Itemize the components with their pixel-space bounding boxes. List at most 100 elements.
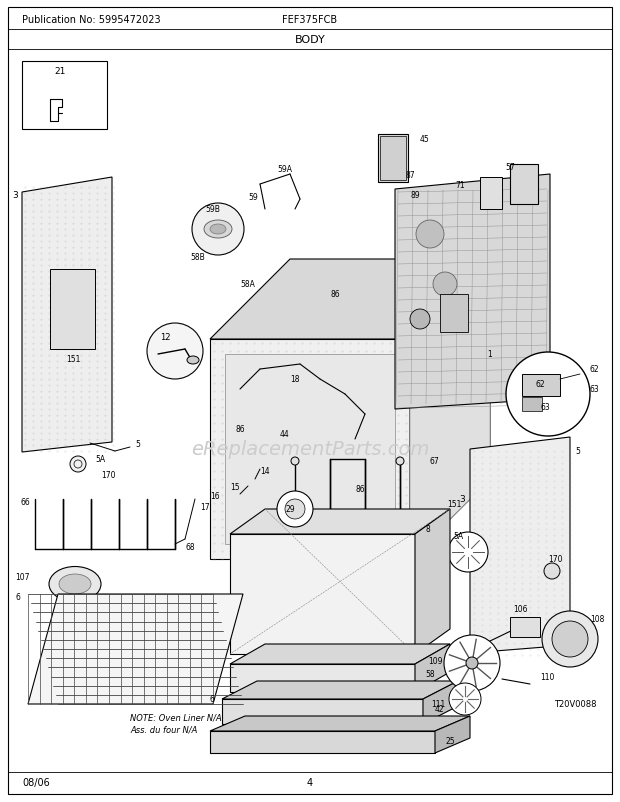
Circle shape	[277, 492, 313, 528]
Circle shape	[291, 457, 299, 465]
Text: 66: 66	[20, 498, 30, 507]
Text: eReplacementParts.com: eReplacementParts.com	[191, 440, 429, 459]
Text: 107: 107	[16, 573, 30, 581]
Text: 44: 44	[280, 430, 290, 439]
Polygon shape	[230, 534, 415, 654]
Circle shape	[552, 622, 588, 657]
Text: 108: 108	[590, 615, 604, 624]
Text: 59: 59	[248, 192, 258, 201]
Text: 71: 71	[455, 180, 465, 189]
Polygon shape	[435, 716, 470, 753]
Text: BODY: BODY	[294, 35, 326, 45]
Bar	[50, 269, 95, 350]
Circle shape	[448, 533, 488, 573]
Text: 110: 110	[540, 673, 554, 682]
Polygon shape	[210, 716, 470, 731]
Text: 3: 3	[12, 190, 18, 199]
Text: 170: 170	[100, 471, 115, 480]
Ellipse shape	[49, 567, 101, 602]
Text: 89: 89	[410, 190, 420, 199]
Text: 86: 86	[355, 485, 365, 494]
Text: 151: 151	[66, 355, 80, 364]
Text: 5: 5	[575, 447, 580, 456]
Text: 59A: 59A	[278, 165, 293, 174]
Text: Publication No: 5995472023: Publication No: 5995472023	[22, 15, 161, 25]
Text: 86: 86	[330, 290, 340, 299]
Polygon shape	[210, 260, 490, 339]
Text: 58: 58	[425, 670, 435, 678]
Circle shape	[396, 457, 404, 465]
Text: 62: 62	[590, 365, 600, 374]
Text: 14: 14	[260, 467, 270, 476]
Circle shape	[544, 563, 560, 579]
Circle shape	[285, 500, 305, 520]
Text: 58B: 58B	[190, 253, 205, 262]
Polygon shape	[210, 339, 410, 559]
Text: 57: 57	[505, 164, 515, 172]
Text: 08/06: 08/06	[22, 777, 50, 787]
Text: 15: 15	[230, 483, 240, 492]
Polygon shape	[210, 731, 435, 753]
Text: 8: 8	[425, 525, 430, 534]
Circle shape	[444, 635, 500, 691]
Polygon shape	[230, 664, 415, 692]
Text: 5A: 5A	[453, 532, 463, 541]
Bar	[380, 137, 406, 180]
Polygon shape	[423, 681, 458, 724]
Text: NOTE: Oven Liner N/A: NOTE: Oven Liner N/A	[130, 713, 222, 722]
Bar	[522, 398, 542, 411]
Text: 63: 63	[540, 403, 550, 412]
Polygon shape	[222, 681, 458, 699]
Polygon shape	[22, 178, 112, 452]
Text: 45: 45	[420, 136, 430, 144]
Text: 16: 16	[210, 492, 220, 501]
Bar	[22, 62, 107, 130]
Text: 62: 62	[535, 380, 545, 389]
Ellipse shape	[210, 225, 226, 235]
Polygon shape	[230, 644, 450, 664]
Circle shape	[192, 204, 244, 256]
Text: FEF375FCB: FEF375FCB	[283, 15, 337, 25]
Polygon shape	[415, 509, 450, 654]
Ellipse shape	[187, 357, 199, 365]
Polygon shape	[222, 699, 423, 724]
Circle shape	[449, 683, 481, 715]
Text: 106: 106	[513, 605, 527, 614]
Text: 29: 29	[285, 505, 295, 514]
Text: 170: 170	[547, 555, 562, 564]
Text: 63: 63	[590, 385, 600, 394]
Text: 12: 12	[160, 333, 171, 342]
Text: 5A: 5A	[95, 455, 105, 464]
Text: T20V0088: T20V0088	[554, 699, 596, 709]
Polygon shape	[410, 260, 490, 559]
Polygon shape	[230, 509, 450, 534]
Text: 6: 6	[15, 593, 20, 602]
Text: 87: 87	[405, 170, 415, 180]
Ellipse shape	[59, 574, 91, 594]
Bar	[225, 354, 395, 545]
Polygon shape	[470, 437, 570, 653]
Text: 58A: 58A	[240, 280, 255, 290]
Polygon shape	[410, 260, 490, 559]
Text: 111: 111	[431, 699, 445, 709]
Circle shape	[506, 353, 590, 436]
Text: 68: 68	[185, 543, 195, 552]
Bar	[510, 618, 540, 638]
Bar	[378, 135, 408, 183]
Bar	[440, 294, 468, 333]
Text: 6: 6	[210, 695, 215, 703]
Text: 42: 42	[435, 705, 445, 714]
Circle shape	[433, 273, 457, 297]
Ellipse shape	[204, 221, 232, 239]
Text: 5: 5	[135, 440, 140, 449]
Polygon shape	[395, 175, 550, 410]
Text: 67: 67	[430, 457, 440, 466]
Circle shape	[542, 611, 598, 667]
Circle shape	[416, 221, 444, 249]
Bar	[480, 178, 502, 210]
Text: 17: 17	[200, 503, 210, 512]
Text: 3: 3	[459, 495, 465, 504]
Text: 86: 86	[235, 425, 245, 434]
Text: 18: 18	[290, 375, 299, 384]
Text: 109: 109	[428, 657, 443, 666]
